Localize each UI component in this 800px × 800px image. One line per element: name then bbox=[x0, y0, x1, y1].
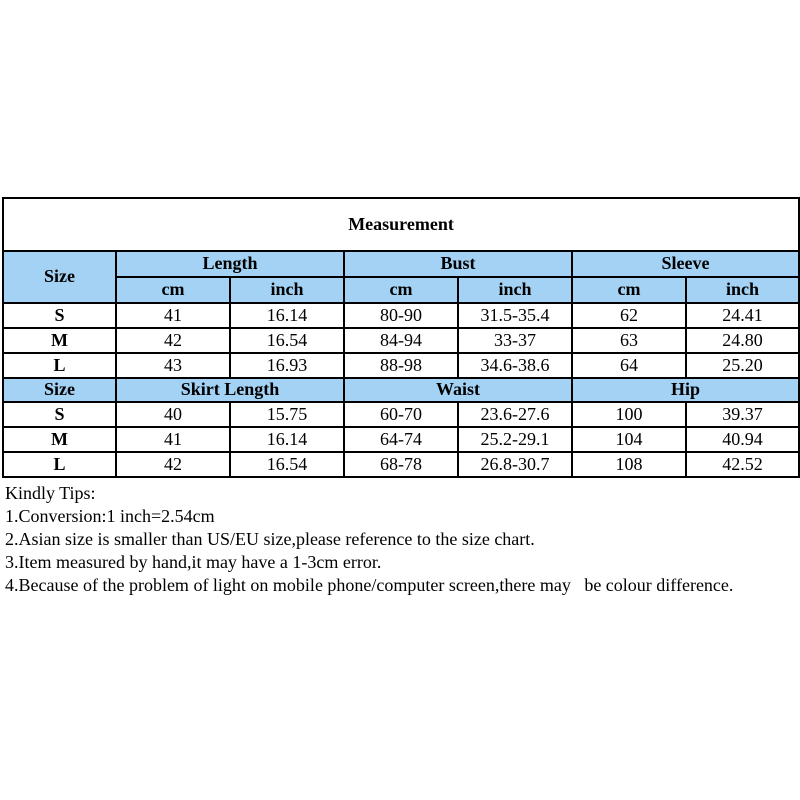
data-cell: 68-78 bbox=[343, 451, 459, 478]
data-cell: 40 bbox=[115, 401, 231, 428]
data-cell: 25.2-29.1 bbox=[457, 426, 573, 453]
tip-line-2: 2.Asian size is smaller than US/EU size,… bbox=[5, 529, 535, 549]
data-cell: 16.93 bbox=[229, 352, 345, 379]
table-row-m: M 42 16.54 84-94 33-37 63 24.80 bbox=[2, 327, 800, 354]
column-header-length: Length bbox=[115, 250, 345, 278]
data-cell: 23.6-27.6 bbox=[457, 401, 573, 428]
data-cell: 41 bbox=[115, 302, 231, 329]
unit-header-cm: cm bbox=[115, 276, 231, 304]
data-cell: 42.52 bbox=[684, 451, 800, 478]
page-title: Measurement bbox=[1, 197, 800, 252]
section2-group-header-row: Size Skirt Length Waist Hip bbox=[2, 377, 800, 403]
data-cell: 40.94 bbox=[684, 426, 800, 453]
table-row-l: L 42 16.54 68-78 26.8-30.7 108 42.52 bbox=[2, 451, 800, 478]
data-cell: 41 bbox=[115, 426, 231, 453]
size-cell: L bbox=[2, 451, 117, 478]
data-cell: 104 bbox=[571, 426, 687, 453]
section1-unit-header-row: cm inch cm inch cm inch bbox=[3, 276, 800, 304]
table-title-row: Measurement bbox=[1, 197, 800, 252]
data-cell: 33-37 bbox=[457, 327, 573, 354]
tip-line-4: 4.Because of the problem of light on mob… bbox=[5, 575, 734, 595]
size-cell: L bbox=[2, 352, 117, 379]
data-cell: 39.37 bbox=[684, 401, 800, 428]
tips-heading: Kindly Tips: bbox=[5, 483, 96, 503]
data-cell: 24.80 bbox=[684, 327, 800, 354]
data-cell: 16.54 bbox=[229, 327, 345, 354]
table-row-s: S 40 15.75 60-70 23.6-27.6 100 39.37 bbox=[2, 401, 800, 428]
data-cell: 88-98 bbox=[343, 352, 459, 379]
table-row-s: S 41 16.14 80-90 31.5-35.4 62 24.41 bbox=[2, 302, 800, 329]
table-row-m: M 41 16.14 64-74 25.2-29.1 104 40.94 bbox=[2, 426, 800, 453]
data-cell: 24.41 bbox=[684, 302, 800, 329]
data-cell: 31.5-35.4 bbox=[457, 302, 573, 329]
data-cell: 26.8-30.7 bbox=[457, 451, 573, 478]
data-cell: 25.20 bbox=[684, 352, 800, 379]
data-cell: 84-94 bbox=[343, 327, 459, 354]
size-cell: M bbox=[2, 426, 117, 453]
data-cell: 34.6-38.6 bbox=[457, 352, 573, 379]
column-header-skirt-length: Skirt Length bbox=[115, 377, 345, 403]
data-cell: 60-70 bbox=[343, 401, 459, 428]
data-cell: 80-90 bbox=[343, 302, 459, 329]
column-header-sleeve: Sleeve bbox=[570, 250, 800, 278]
data-cell: 64-74 bbox=[343, 426, 459, 453]
data-cell: 42 bbox=[115, 327, 231, 354]
data-cell: 100 bbox=[571, 401, 687, 428]
size-cell: S bbox=[2, 302, 117, 329]
size-cell: M bbox=[2, 327, 117, 354]
data-cell: 16.14 bbox=[229, 302, 345, 329]
column-header-hip: Hip bbox=[570, 377, 800, 403]
data-cell: 16.14 bbox=[229, 426, 345, 453]
section1-group-header-row: Size Length Bust Sleeve bbox=[2, 250, 800, 304]
unit-header-inch: inch bbox=[457, 276, 573, 304]
data-cell: 42 bbox=[115, 451, 231, 478]
data-cell: 63 bbox=[571, 327, 687, 354]
column-header-size: Size bbox=[2, 377, 117, 403]
data-cell: 108 bbox=[571, 451, 687, 478]
table-row-l: L 43 16.93 88-98 34.6-38.6 64 25.20 bbox=[2, 352, 800, 379]
unit-header-inch: inch bbox=[229, 276, 345, 304]
kindly-tips: Kindly Tips: 1.Conversion:1 inch=2.54cm … bbox=[5, 482, 795, 597]
measurement-size-chart: Measurement Size Length Bust Sleeve cm i… bbox=[1, 197, 800, 478]
data-cell: 43 bbox=[115, 352, 231, 379]
data-cell: 62 bbox=[571, 302, 687, 329]
column-header-size: Size bbox=[2, 250, 117, 304]
size-cell: S bbox=[2, 401, 117, 428]
column-header-bust: Bust bbox=[343, 250, 573, 278]
data-cell: 15.75 bbox=[229, 401, 345, 428]
data-cell: 64 bbox=[571, 352, 687, 379]
unit-header-cm: cm bbox=[571, 276, 687, 304]
tip-line-3: 3.Item measured by hand,it may have a 1-… bbox=[5, 552, 382, 572]
tip-line-1: 1.Conversion:1 inch=2.54cm bbox=[5, 506, 215, 526]
data-cell: 16.54 bbox=[229, 451, 345, 478]
unit-header-inch: inch bbox=[684, 276, 800, 304]
column-header-waist: Waist bbox=[343, 377, 573, 403]
unit-header-cm: cm bbox=[343, 276, 459, 304]
